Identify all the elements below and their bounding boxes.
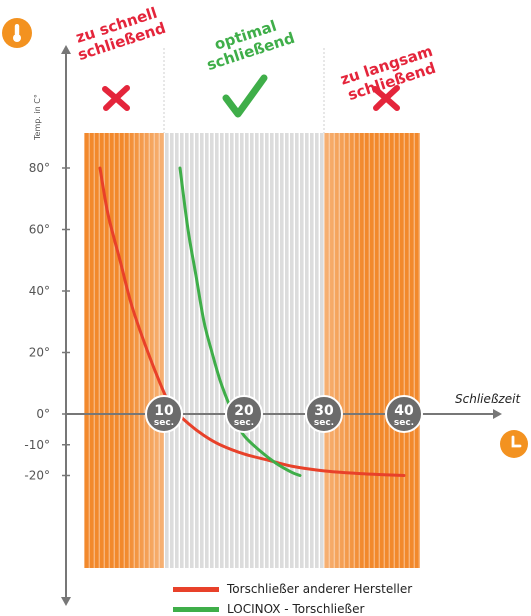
y-tick-label: 60° — [29, 223, 50, 237]
series-line-1 — [178, 166, 302, 477]
cross-icon — [372, 85, 400, 111]
x-axis-arrow — [493, 409, 502, 419]
x-tick-unit: sec. — [314, 418, 334, 428]
y-axis-arrow-top — [61, 45, 71, 54]
x-tick-badge-circle — [305, 395, 343, 433]
y-tick-label: -10° — [24, 438, 50, 452]
legend: Torschließer anderer Hersteller LOCINOX -… — [173, 582, 412, 616]
cross-stroke — [103, 85, 130, 111]
cross-icon — [102, 85, 130, 111]
x-tick-label: 10 — [154, 403, 174, 419]
x-tick-unit: sec. — [154, 418, 174, 428]
thermometer-icon — [2, 18, 32, 48]
axes — [61, 45, 502, 606]
x-tick-badge-circle — [145, 395, 183, 433]
x-axis-title: Schließzeit — [455, 392, 521, 406]
clock-icon — [500, 430, 528, 458]
y-tick-label: 20° — [29, 346, 50, 360]
zone-backgrounds — [84, 133, 420, 568]
y-axis-title: Temp. in C° — [33, 94, 42, 141]
x-tick-label: 20 — [234, 403, 254, 419]
y-tick-label: 40° — [29, 284, 50, 298]
y-ticks: 80° 60° 40° 20° 0° -10° -20° — [24, 161, 70, 483]
x-tick-unit: sec. — [234, 418, 254, 428]
check-stroke — [222, 74, 268, 118]
series-line-0 — [98, 166, 406, 477]
x-tick-label: 30 — [314, 403, 334, 419]
x-tick-label: 40 — [394, 403, 414, 419]
cross-stroke — [373, 85, 400, 111]
zone-bg-optimal — [164, 133, 324, 568]
y-axis-arrow-bottom — [61, 597, 71, 606]
legend-swatch-1 — [173, 607, 219, 612]
zone-fade-too_fast — [124, 133, 164, 568]
legend-label-0: Torschließer anderer Hersteller — [226, 582, 412, 596]
x-tick-badge-circle — [385, 395, 423, 433]
check-icon — [222, 74, 268, 118]
zone-fade-too_slow — [324, 133, 364, 568]
legend-label-1: LOCINOX - Torschließer — [227, 602, 364, 616]
y-tick-label: 0° — [36, 407, 50, 421]
y-tick-label: -20° — [24, 469, 50, 483]
y-tick-label: 80° — [29, 161, 50, 175]
x-tick-unit: sec. — [394, 418, 414, 428]
series-layer — [98, 166, 406, 477]
legend-swatch-0 — [173, 587, 219, 592]
x-tick-badge-circle — [225, 395, 263, 433]
